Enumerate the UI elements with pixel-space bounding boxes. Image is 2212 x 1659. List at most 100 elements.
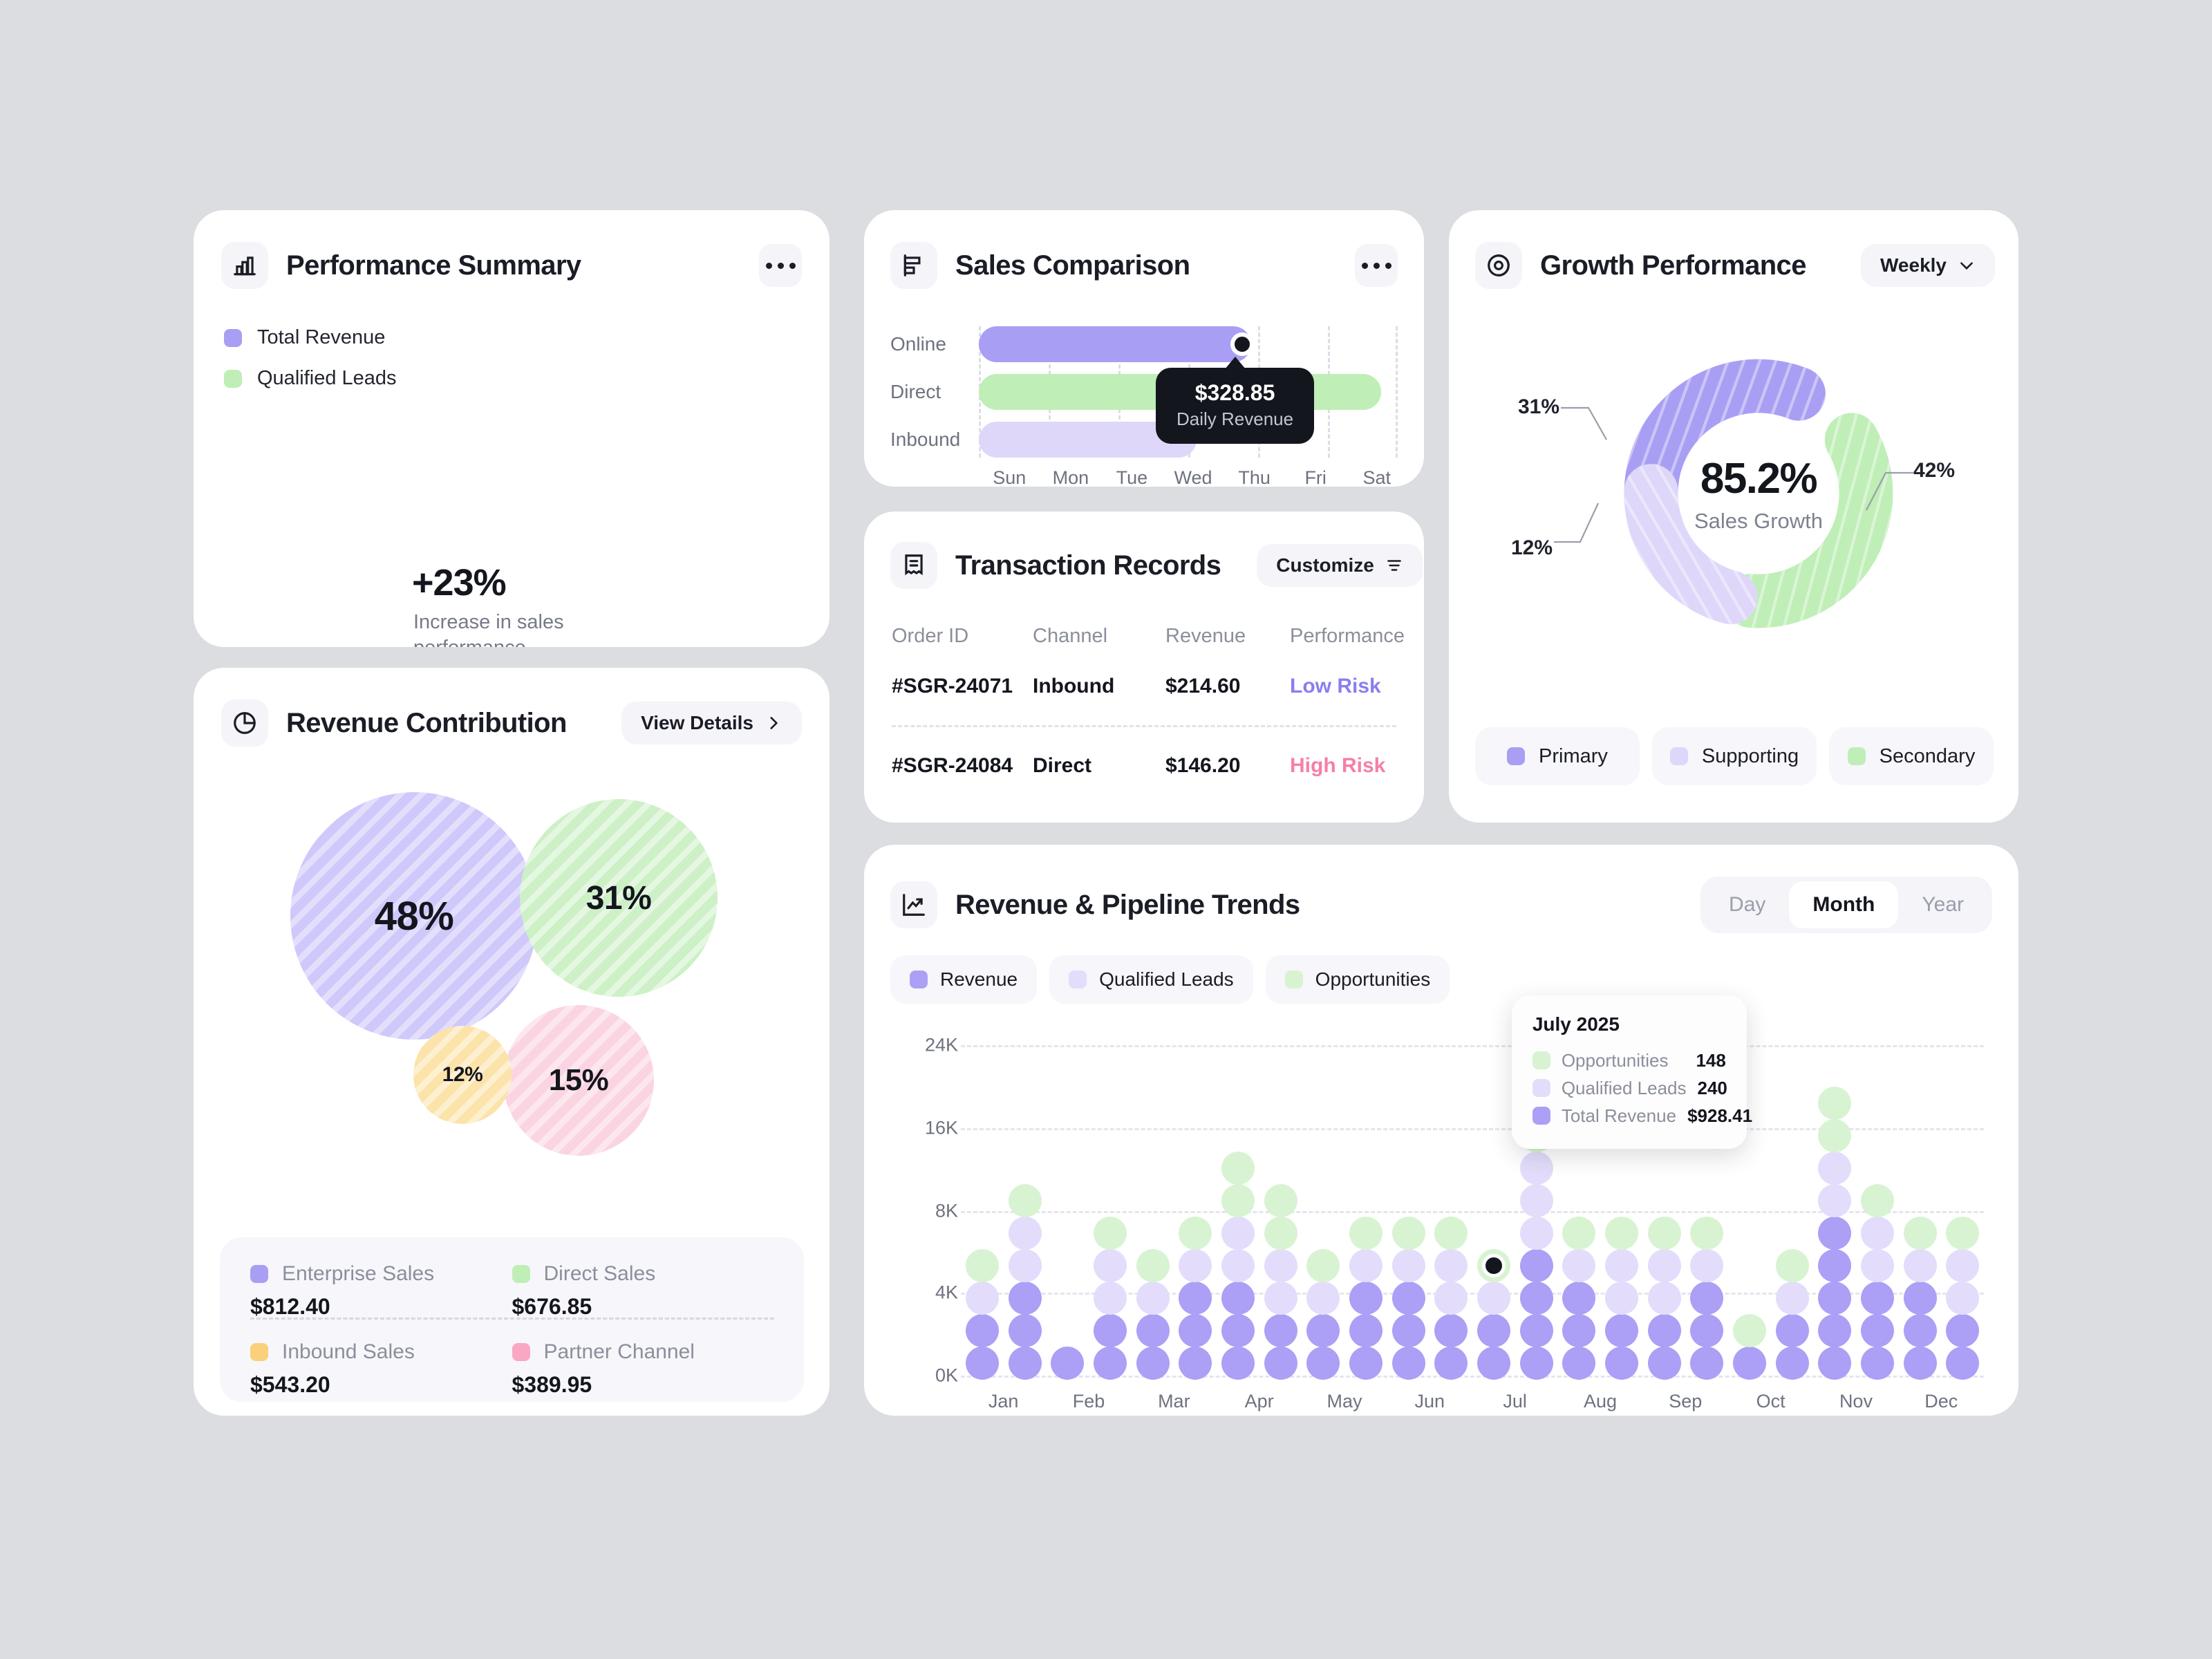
tab-day[interactable]: Day (1705, 881, 1789, 928)
trend-dot (1860, 1184, 1894, 1217)
donut-label-primary: 31% (1518, 395, 1560, 418)
row-divider (892, 725, 1396, 727)
legend-item-total-revenue[interactable]: Total Revenue (224, 326, 397, 349)
table-row[interactable]: #SGR-24084 Direct $146.20 High Risk (892, 727, 1396, 805)
tab-month[interactable]: Month (1789, 881, 1899, 928)
growth-legend-primary[interactable]: Primary (1475, 727, 1640, 785)
trend-dot (1946, 1314, 1980, 1347)
dot (1361, 262, 1368, 269)
y-tick: 24K (924, 1034, 958, 1056)
trend-dot (1519, 1217, 1553, 1250)
bubble-enterprise-sales[interactable]: 48% (290, 792, 538, 1040)
view-details-label: View Details (641, 712, 753, 733)
bar[interactable] (979, 326, 1251, 362)
legend-label: Opportunities (1315, 968, 1431, 990)
trend-dot (1306, 1249, 1340, 1282)
trend-dot (1860, 1314, 1894, 1347)
growth-legend-supporting[interactable]: Supporting (1652, 727, 1817, 785)
x-tick: Dec (1924, 1391, 1958, 1412)
table-row[interactable]: #SGR-24071 Inbound $214.60 Low Risk (892, 648, 1396, 725)
trend-dot (1051, 1347, 1085, 1380)
range-tabs: Day Month Year (1700, 877, 1992, 933)
trend-gridlines (961, 1030, 1984, 1378)
range-select-weekly[interactable]: Weekly (1861, 244, 1995, 287)
legend-label: Primary (1539, 744, 1608, 767)
transaction-table: Order ID Channel Revenue Performance #SG… (892, 625, 1405, 805)
trend-dot (1093, 1282, 1127, 1315)
trend-dot (1349, 1347, 1382, 1380)
cell-performance: High Risk (1290, 754, 1386, 777)
performance-summary-header: Performance Summary (221, 242, 802, 289)
trend-dot (1946, 1347, 1980, 1380)
trend-dot (1818, 1249, 1852, 1282)
legend-label: Total Revenue (257, 326, 386, 348)
series-toggle-opportunities[interactable]: Opportunities (1265, 955, 1450, 1004)
legend-item-direct-sales[interactable]: Direct Sales $676.85 (512, 1262, 774, 1320)
donut-svg (1624, 359, 1893, 628)
tooltip-value: $328.85 (1194, 380, 1275, 405)
range-label: Weekly (1880, 254, 1947, 276)
card-title: Revenue & Pipeline Trends (955, 889, 1300, 920)
legend-item-enterprise-sales[interactable]: Enterprise Sales $812.40 (250, 1262, 512, 1320)
donut-leader-primary (1561, 406, 1607, 440)
sales-hover-point (1230, 332, 1254, 356)
donut-label-secondary: 42% (1913, 459, 1956, 482)
trend-dot (1860, 1282, 1894, 1315)
y-tick: 8K (935, 1200, 958, 1221)
sales-row-inbound: Inbound (890, 422, 1398, 458)
x-tick: Sat (1362, 467, 1391, 487)
view-details-button[interactable]: View Details (621, 702, 802, 744)
trend-series-toggles: Revenue Qualified Leads Opportunities (890, 955, 1450, 1004)
trend-dot (1391, 1347, 1425, 1380)
trend-dot (1136, 1249, 1170, 1282)
row-label: Direct (890, 381, 941, 402)
trend-dot (1221, 1347, 1255, 1380)
tooltip-row-value: $928.41 (1687, 1105, 1753, 1126)
trend-dot (1562, 1217, 1596, 1250)
performance-summary-more-button[interactable] (759, 244, 802, 287)
legend-swatch (1284, 971, 1303, 988)
trend-dot (1690, 1282, 1724, 1315)
cell-channel: Direct (1033, 754, 1092, 777)
trend-dot (1264, 1282, 1297, 1315)
trend-dot (1221, 1282, 1255, 1315)
trend-dot (1179, 1217, 1212, 1250)
series-toggle-qualified-leads[interactable]: Qualified Leads (1049, 955, 1253, 1004)
dot (1373, 262, 1380, 269)
trend-dot (1179, 1314, 1212, 1347)
growth-legend-secondary[interactable]: Secondary (1829, 727, 1994, 785)
trend-dot (1179, 1347, 1212, 1380)
customize-button[interactable]: Customize (1257, 544, 1423, 587)
x-tick: Jun (1414, 1391, 1445, 1412)
trend-dot (1477, 1282, 1510, 1315)
legend-swatch (910, 971, 928, 988)
legend-label: Qualified Leads (1099, 968, 1234, 990)
sales-comparison-chart: Online Direct Inbound (890, 326, 1398, 458)
bubble-partner-channel[interactable]: 15% (503, 1005, 654, 1156)
bubble-direct-sales[interactable]: 31% (520, 799, 718, 997)
series-toggle-revenue[interactable]: Revenue (890, 955, 1038, 1004)
tooltip-row-value: 148 (1696, 1049, 1726, 1071)
trend-dot (1391, 1249, 1425, 1282)
trend-dot (1818, 1314, 1852, 1347)
trend-dot (1306, 1314, 1340, 1347)
legend-item-inbound-sales[interactable]: Inbound Sales $543.20 (250, 1320, 512, 1398)
sales-comparison-more-button[interactable] (1355, 244, 1398, 287)
trend-dot (1604, 1217, 1638, 1250)
legend-item-partner-channel[interactable]: Partner Channel $389.95 (512, 1320, 774, 1398)
trend-dot (1604, 1282, 1638, 1315)
legend-item-qualified-leads[interactable]: Qualified Leads (224, 367, 397, 390)
bubble-inbound-sales[interactable]: 12% (413, 1026, 512, 1124)
trend-dot (1903, 1347, 1937, 1380)
tab-year[interactable]: Year (1898, 881, 1987, 928)
trend-dot (1690, 1249, 1724, 1282)
trend-dot (1903, 1217, 1937, 1250)
trend-dot (1008, 1249, 1042, 1282)
trend-dot (1221, 1152, 1255, 1185)
trend-dot (1732, 1347, 1766, 1380)
donut-label-supporting: 12% (1511, 536, 1553, 559)
tooltip-row-total-revenue: Total Revenue $928.41 (1532, 1102, 1752, 1130)
trend-dot (1136, 1282, 1170, 1315)
trend-dot (1221, 1184, 1255, 1217)
trend-dot (1349, 1249, 1382, 1282)
